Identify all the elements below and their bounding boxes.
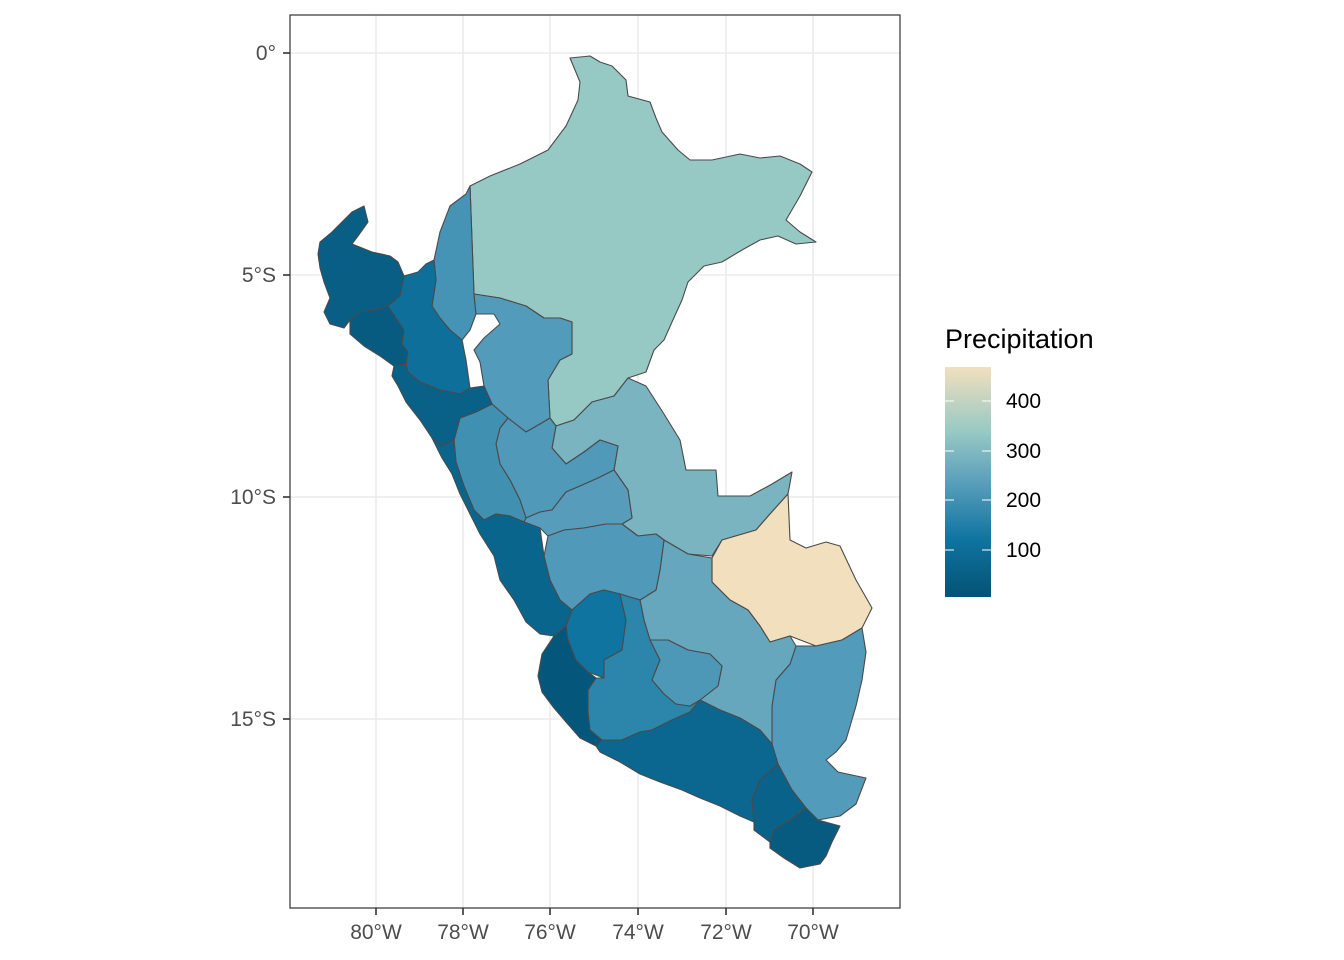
legend-colorbar [945, 367, 991, 597]
legend: Precipitation 400 300 200 100 [945, 324, 1094, 597]
panel-border [289, 14, 901, 909]
x-tick-label: 74°W [612, 921, 664, 944]
region-la-libertad[interactable] [391, 363, 493, 447]
x-tick-label: 70°W [787, 921, 839, 944]
y-tick-label: 0° [256, 42, 276, 65]
legend-label: 200 [1006, 489, 1041, 512]
axis-ticks [283, 52, 814, 915]
y-tick-label: 15°S [230, 708, 276, 731]
y-tick-label: 5°S [242, 264, 276, 287]
x-tick-label: 78°W [437, 921, 489, 944]
legend-title: Precipitation [945, 324, 1094, 354]
region-ica[interactable] [537, 625, 603, 747]
y-tick-label: 10°S [230, 486, 276, 509]
legend-label: 100 [1006, 539, 1041, 562]
x-tick-label: 76°W [524, 921, 576, 944]
x-tick-label: 80°W [350, 921, 402, 944]
x-tick-label: 72°W [700, 921, 752, 944]
legend-label: 300 [1006, 440, 1041, 463]
regions [317, 55, 873, 869]
region-tacna[interactable] [769, 807, 841, 869]
region-lima[interactable] [431, 437, 573, 637]
legend-label: 400 [1006, 390, 1041, 413]
